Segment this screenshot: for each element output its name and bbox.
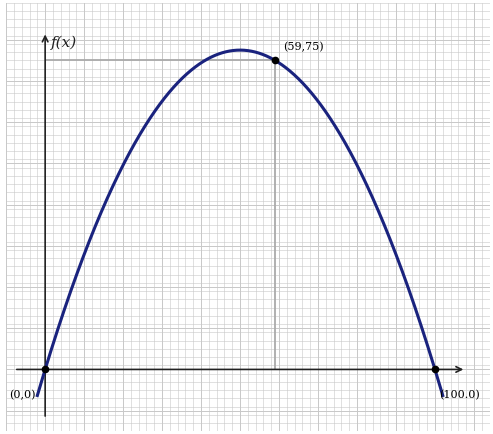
Text: f(x): f(x) <box>51 36 77 50</box>
Text: (100.0): (100.0) <box>439 390 480 400</box>
Text: (59,75): (59,75) <box>283 42 323 52</box>
Text: (0,0): (0,0) <box>9 390 35 401</box>
